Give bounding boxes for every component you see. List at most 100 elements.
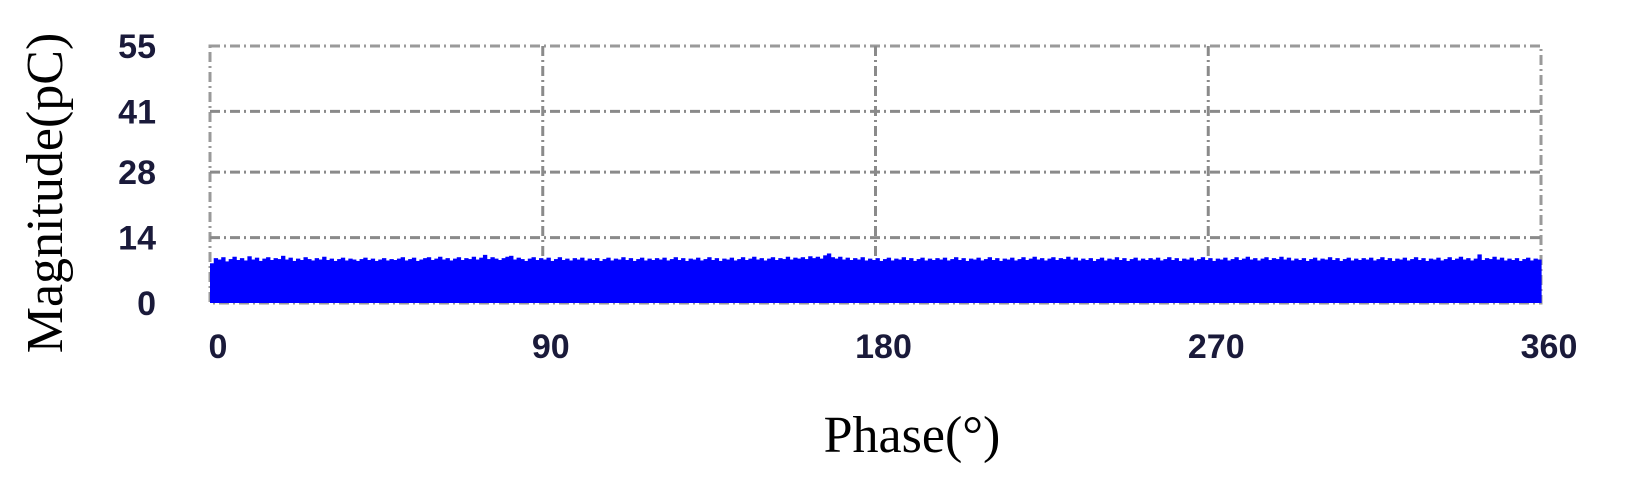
data-bar xyxy=(1294,258,1299,303)
data-bar xyxy=(1312,257,1318,303)
data-bar xyxy=(1514,258,1520,303)
data-bar xyxy=(1533,258,1538,303)
data-bar xyxy=(1305,260,1310,303)
data-bar xyxy=(1126,260,1131,303)
data-bar xyxy=(408,259,413,303)
data-bar xyxy=(505,256,510,303)
data-bar xyxy=(1264,257,1269,303)
data-bar xyxy=(213,258,219,303)
data-bar xyxy=(565,258,570,303)
data-bar xyxy=(770,257,776,303)
data-bar xyxy=(639,257,645,303)
data-bar xyxy=(737,259,742,303)
data-bar xyxy=(912,260,918,303)
y-axis-ticks: 0 14 28 41 55 xyxy=(118,28,156,323)
data-bar xyxy=(1365,259,1370,303)
data-bar xyxy=(916,259,921,303)
data-bar xyxy=(632,260,637,303)
data-bar xyxy=(1436,257,1441,303)
data-bar xyxy=(748,258,753,303)
data-bar xyxy=(1077,260,1082,303)
data-bar xyxy=(733,260,738,303)
data-bar xyxy=(378,259,383,303)
data-bar xyxy=(1234,257,1239,303)
data-bar xyxy=(1342,259,1348,303)
data-bar xyxy=(796,258,802,303)
data-bar xyxy=(396,258,402,303)
data-bar xyxy=(445,258,450,303)
data-bar xyxy=(490,257,495,303)
data-bar xyxy=(295,258,301,303)
data-bar xyxy=(789,259,794,303)
data-bar xyxy=(363,257,368,303)
data-bar xyxy=(625,260,630,303)
data-bar xyxy=(381,258,387,303)
data-bar xyxy=(905,260,910,303)
data-bar xyxy=(740,257,746,303)
data-bar xyxy=(423,258,428,303)
data-bar xyxy=(389,259,394,303)
data-bar xyxy=(778,258,783,303)
data-bar xyxy=(654,258,660,303)
data-bar xyxy=(307,259,312,303)
data-bar xyxy=(602,259,607,303)
data-bar xyxy=(374,260,379,303)
data-bar xyxy=(1103,260,1108,303)
data-bar xyxy=(1361,258,1366,303)
data-bar xyxy=(217,259,222,303)
data-bar xyxy=(524,260,529,303)
data-bar xyxy=(1324,259,1329,303)
data-bar xyxy=(1163,259,1168,303)
data-bar xyxy=(471,256,477,303)
data-bar xyxy=(1458,256,1464,303)
data-bar xyxy=(968,258,974,303)
data-bar xyxy=(838,256,843,303)
data-bar xyxy=(482,254,488,303)
data-bar xyxy=(1006,259,1011,303)
data-bar xyxy=(1025,260,1030,303)
data-bar xyxy=(673,257,678,303)
data-bar xyxy=(1503,260,1508,303)
data-bar xyxy=(666,260,671,303)
data-bar xyxy=(845,257,850,303)
data-bar xyxy=(1421,258,1426,303)
data-bar xyxy=(1387,258,1393,303)
data-bar xyxy=(621,257,626,303)
data-bar xyxy=(1118,260,1123,303)
data-bar xyxy=(243,260,248,303)
data-bar xyxy=(535,260,540,303)
data-bar xyxy=(931,260,936,303)
data-bar xyxy=(494,258,499,303)
data-bar xyxy=(688,258,693,303)
data-bar xyxy=(1226,260,1232,303)
data-bar xyxy=(441,259,447,303)
data-bar xyxy=(752,256,757,303)
data-bar xyxy=(710,260,716,303)
data-bar xyxy=(864,260,869,303)
data-bar xyxy=(553,259,559,303)
data-bar xyxy=(1297,260,1303,303)
data-bar xyxy=(434,258,439,303)
data-bar xyxy=(1062,259,1067,303)
data-bar xyxy=(1425,260,1430,303)
data-bar xyxy=(1215,258,1221,303)
x-tick-label: 180 xyxy=(855,328,912,366)
data-bar xyxy=(1032,256,1037,303)
data-bar xyxy=(1428,258,1434,303)
data-bar xyxy=(1466,258,1471,303)
data-bar xyxy=(284,259,290,303)
data-bar xyxy=(886,257,892,303)
data-bar xyxy=(333,260,338,303)
data-bar xyxy=(232,256,237,303)
data-bar xyxy=(1111,259,1116,303)
data-bar xyxy=(1200,257,1206,303)
data-bar xyxy=(1129,259,1135,303)
data-bar xyxy=(509,255,514,303)
data-bar xyxy=(1249,259,1254,303)
data-bar xyxy=(853,258,858,303)
data-bar xyxy=(636,259,641,303)
data-bar xyxy=(1051,257,1056,303)
data-bar xyxy=(946,260,951,303)
data-bar xyxy=(1114,257,1120,303)
data-bar xyxy=(875,258,880,303)
